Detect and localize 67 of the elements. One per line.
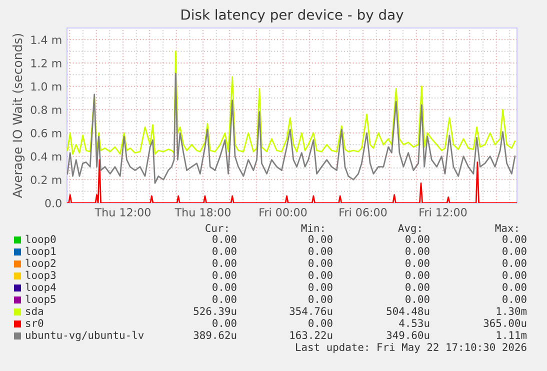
text: 0.00 [502, 247, 526, 256]
x-tick-label: Fri 06:00 [340, 208, 387, 216]
legend-label: ubuntu-vg/ubuntu-lv [26, 330, 144, 342]
text: 504.48u [386, 307, 430, 316]
y-tick-label: 0.8 m [30, 106, 62, 114]
text: Max: [495, 224, 518, 232]
y-tick-label: 0.0 [45, 198, 62, 208]
legend-label: sda [26, 306, 43, 316]
text: 0.00 [502, 283, 526, 292]
text: 0.00 [308, 319, 332, 328]
text: 349.60u [386, 331, 430, 340]
text: 0.00 [308, 283, 332, 292]
line-series [67, 50, 516, 155]
text: 389.62u [194, 331, 236, 340]
text: 0.00 [406, 247, 430, 256]
text: Last update: Fri May 22 17:10:30 2026 [296, 342, 526, 354]
legend-label: loop1 [26, 246, 56, 258]
text: 0.00 [212, 295, 236, 304]
text: 0.00 [212, 271, 236, 280]
text: 0.00 [308, 295, 332, 304]
text: 0.00 [502, 295, 526, 304]
legend-label: loop4 [26, 282, 56, 294]
text: 0.00 [406, 235, 430, 244]
text: 0.00 [502, 235, 526, 244]
text: 0.00 [308, 235, 332, 244]
text: 0.00 [406, 271, 430, 280]
text: 526.39u [194, 307, 236, 316]
text: 1.30m [496, 307, 527, 316]
text: 0.00 [212, 259, 236, 268]
x-tick-label: Thu 18:00 [174, 208, 230, 216]
x-tick-label: Fri 12:00 [420, 208, 467, 216]
text: 0.00 [308, 259, 332, 268]
x-tick-label: Fri 00:00 [260, 208, 307, 216]
text: 0.00 [502, 259, 526, 268]
legend-label: sr0 [26, 319, 44, 328]
legend-label: loop0 [26, 234, 56, 246]
text: 0.00 [212, 235, 236, 244]
text: 4.53u [399, 319, 430, 328]
y-tick-label: 0.2 m [30, 176, 62, 184]
text: 0.00 [212, 319, 236, 328]
line-series [67, 72, 516, 184]
text: 0.00 [406, 283, 430, 292]
text: 0.00 [502, 271, 526, 280]
legend-label: loop3 [26, 270, 56, 282]
y-tick-label: 0.4 m [30, 152, 62, 161]
text: 0.00 [406, 259, 430, 268]
text: Cur: [206, 224, 228, 232]
text: Min: [301, 224, 324, 232]
y-tick-label: 1.4 m [31, 36, 62, 44]
text: 0.00 [406, 295, 430, 304]
chart-title: Disk latency per device - by day [182, 9, 404, 23]
text: 365.00u [484, 319, 526, 328]
legend-label: loop2 [26, 258, 56, 270]
x-tick-label: Thu 12:00 [94, 208, 150, 216]
text: 1.11m [496, 331, 527, 339]
y-axis-title: Average IO Wait (seconds) [12, 34, 25, 198]
legend-label: loop5 [26, 294, 56, 306]
text: 163.22u [290, 331, 332, 340]
text: 0.00 [212, 247, 236, 256]
y-tick-label: 1.2 m [31, 58, 62, 68]
text: 0.00 [308, 247, 332, 256]
text: 0.00 [212, 283, 236, 292]
y-tick-label: 1.0 m [31, 82, 62, 91]
y-tick-label: 0.6 m [30, 128, 62, 138]
text: 0.00 [308, 271, 332, 280]
text: 354.76u [290, 307, 332, 316]
text: Avg: [398, 224, 420, 234]
